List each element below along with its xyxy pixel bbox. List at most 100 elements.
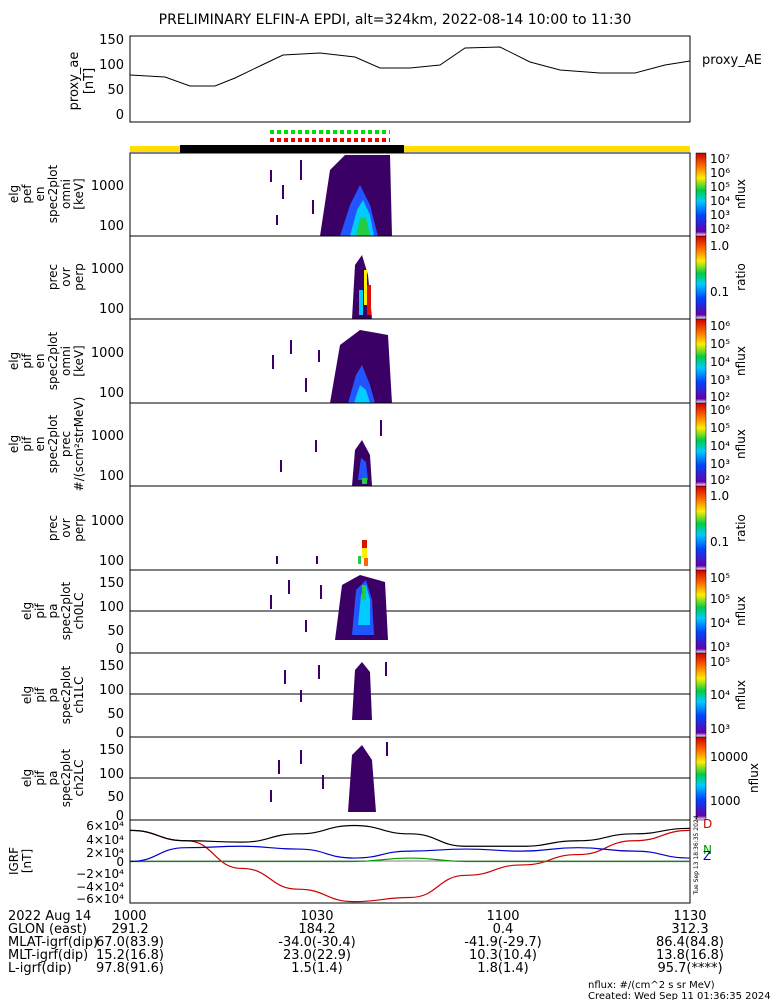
spectrogram-blob xyxy=(270,742,388,812)
igrf-series-f xyxy=(129,824,691,847)
colorbar-tick: 1.0 xyxy=(710,239,729,253)
blob-cyan xyxy=(354,385,370,403)
panel-ytick: 100 xyxy=(99,386,124,401)
igrf-ytick: −6×10⁴ xyxy=(76,892,124,906)
proxy-ae-ytick: 0 xyxy=(116,108,124,123)
colorbar-tick: 1.0 xyxy=(710,489,729,503)
blob-speck xyxy=(270,790,272,802)
row-value: 312.3 xyxy=(671,922,708,937)
igrf-panel: IGRF [nT] 6×10⁴ 4×10⁴ 2×10⁴ 0 −2×10⁴ −4×… xyxy=(7,815,712,906)
panel-ylabel-line: en xyxy=(33,354,47,369)
blob-speck xyxy=(276,215,278,225)
panel-ylabel-line: pif xyxy=(20,353,34,369)
footer-units: nflux: #/(cm^2 s sr MeV) xyxy=(588,980,715,991)
colorbar xyxy=(695,152,707,237)
blob-purple xyxy=(348,745,376,812)
blob-speck xyxy=(300,750,302,764)
row-value: 1.8(1.4) xyxy=(477,961,529,976)
blob-green xyxy=(362,478,367,484)
colorbar-label: nflux xyxy=(734,179,748,209)
igrf-ylabel-1: IGRF xyxy=(7,847,21,875)
panel-4: prec ovr perp 1000 100 1.0 0.1 ratio xyxy=(46,485,748,571)
panel-ylabel-line: #/(scm²strMeV) xyxy=(72,397,86,492)
proxy-ae-ylabel-1: proxy_ae xyxy=(67,52,82,111)
panel-ytick: 0 xyxy=(116,809,124,824)
blob-speck xyxy=(316,556,318,564)
igrf-series-n xyxy=(129,857,690,863)
panel-ylabel-line: elg xyxy=(20,769,34,787)
colorbar-tick: 10² xyxy=(710,473,730,487)
status-bar-black xyxy=(180,145,404,153)
panel-ylabel-line: perp xyxy=(72,263,86,291)
panel-ytick: 50 xyxy=(107,624,124,639)
igrf-ytick: 4×10⁴ xyxy=(86,833,124,847)
panel-ylabel-line: pa xyxy=(46,604,60,619)
panel-ylabel-line: pif xyxy=(33,687,47,703)
panel-ytick: 100 xyxy=(99,302,124,317)
row-value: 86.4(84.8) xyxy=(656,935,724,950)
igrf-ytick: 6×10⁴ xyxy=(86,819,124,833)
proxy-ae-ytick: 150 xyxy=(99,33,124,48)
row-label: L-igrf(dip) xyxy=(8,961,72,976)
proxy-ae-frame xyxy=(129,35,691,123)
panel-ytick: 1000 xyxy=(91,429,124,444)
panel-ylabel-line: elg xyxy=(20,686,34,704)
proxy-ae-ylabel-2: [nT] xyxy=(82,68,97,94)
blob-speck xyxy=(272,355,274,369)
panel-ytick: 50 xyxy=(107,790,124,805)
panel-ytick: 1000 xyxy=(91,346,124,361)
spectrogram-blob xyxy=(270,155,392,236)
colorbar-tick: 10³ xyxy=(710,208,730,222)
colorbar-tick: 10⁶ xyxy=(710,166,730,180)
igrf-legend-z: Z xyxy=(703,849,711,863)
row-label: GLON (east) xyxy=(8,922,87,937)
panel-ylabel-line: elg xyxy=(20,602,34,620)
panel-ylabel-line: spec2plot xyxy=(46,414,60,473)
axis-tick: 1130 xyxy=(673,909,706,924)
figure-title: PRELIMINARY ELFIN-A EPDI, alt=324km, 202… xyxy=(159,12,632,28)
colorbar xyxy=(695,402,707,487)
panel-5: elg pif pa spec2plot ch0LC 150 100 50 0 … xyxy=(20,569,748,657)
colorbar-tick: 10⁷ xyxy=(710,152,730,166)
blob-speck xyxy=(318,350,320,362)
proxy-ae-panel: proxy_ae [nT] 150 100 50 0 proxy_AE xyxy=(67,33,762,123)
row-label: MLT-igrf(dip) xyxy=(8,948,88,963)
blob-speck xyxy=(270,170,272,182)
panel-ylabel-line: pif xyxy=(33,603,47,619)
colorbar-tick: 10⁴ xyxy=(710,616,730,630)
colorbar-tick: 0.1 xyxy=(710,285,729,299)
blob-red xyxy=(362,540,367,548)
colorbar-tick: 10⁵ xyxy=(710,421,730,435)
panel-frame xyxy=(129,485,691,571)
panel-ytick: 100 xyxy=(99,554,124,569)
colorbar-label: ratio xyxy=(734,514,748,542)
colorbar-label: ratio xyxy=(734,263,748,291)
row-value: 67.0(83.9) xyxy=(96,935,164,950)
spectrogram-blob xyxy=(272,330,392,403)
colorbar-tick: 10⁵ xyxy=(710,592,730,606)
row-value: 23.0(22.9) xyxy=(283,948,351,963)
blob-speck xyxy=(318,665,320,679)
panel-7: elg pif pa spec2plot ch2LC 150 100 50 0 … xyxy=(20,736,761,824)
panel-ytick: 1000 xyxy=(91,514,124,529)
panel-ylabel-line: perp xyxy=(72,514,86,542)
blob-speck xyxy=(276,556,278,564)
axis-tick: 1030 xyxy=(300,909,333,924)
blob-speck xyxy=(290,340,292,354)
colorbar xyxy=(695,736,707,821)
blob-yellow xyxy=(362,548,367,558)
blob-green xyxy=(362,585,366,600)
axis-tick: 1100 xyxy=(486,909,519,924)
colorbar-tick: 10⁶ xyxy=(710,403,730,417)
row-value: 97.8(91.6) xyxy=(96,961,164,976)
panel-ylabel-line: elg xyxy=(7,352,21,370)
igrf-ytick: 2×10⁴ xyxy=(86,846,124,860)
row-value: 291.2 xyxy=(111,922,148,937)
panel-ylabel-line: pif xyxy=(20,436,34,452)
blob-speck xyxy=(270,595,272,609)
row-value: 95.7(****) xyxy=(657,961,722,976)
panel-ytick: 100 xyxy=(99,683,124,698)
blob-speck xyxy=(386,742,388,756)
panel-ylabel-line: en xyxy=(33,187,47,202)
blob-speck xyxy=(315,440,317,452)
